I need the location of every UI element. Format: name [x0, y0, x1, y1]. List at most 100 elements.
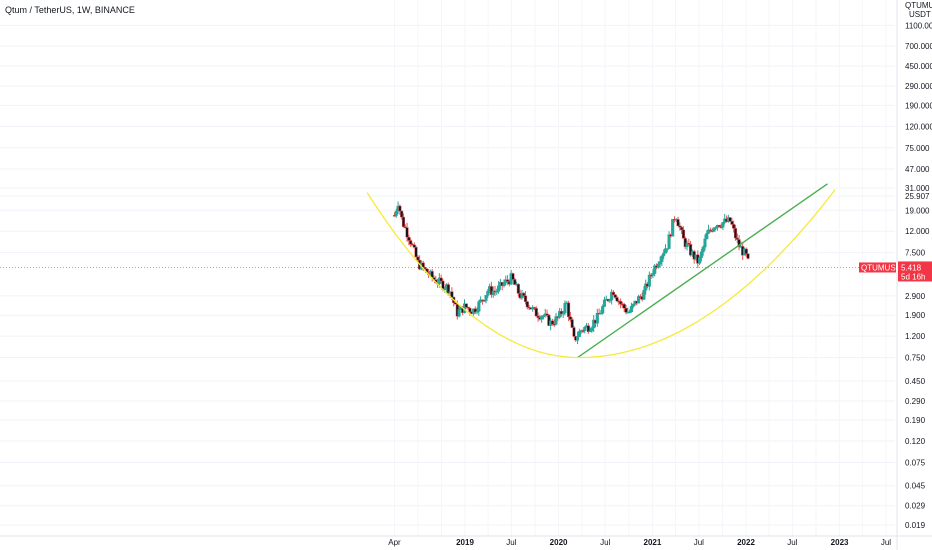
price-tick-label: 1.900: [905, 311, 926, 320]
price-tick-label: 0.290: [905, 397, 926, 406]
price-tick-label: 19.000: [905, 206, 930, 215]
candle-up: [583, 327, 587, 331]
candle-down: [680, 227, 684, 231]
candle-down: [613, 294, 617, 298]
candle-up: [595, 312, 599, 324]
candle-down: [624, 307, 628, 313]
candle-up: [631, 303, 635, 307]
candle-down: [506, 279, 510, 282]
candle-down: [525, 301, 529, 308]
candle-up: [699, 251, 703, 258]
candle-up: [484, 295, 488, 301]
time-tick-label: Jul: [787, 538, 797, 547]
time-tick-label: 2022: [737, 538, 755, 547]
axis-currency-symbol: QTUMUSDT: [905, 1, 932, 10]
price-tick-label: 120.000: [905, 122, 932, 131]
time-tick-label: Jul: [881, 538, 891, 547]
bar-countdown: 5d 16h: [901, 272, 925, 281]
candle-up: [703, 238, 707, 248]
candle-down: [619, 300, 623, 305]
price-tick-label: 700.000: [905, 42, 932, 51]
candle-down: [728, 217, 732, 222]
candle-down: [534, 308, 538, 317]
last-price-value: 5.418: [901, 263, 922, 272]
candle-up: [698, 257, 702, 264]
candle-down: [513, 279, 517, 285]
candle-up: [671, 218, 675, 237]
candle-down: [446, 284, 450, 294]
price-tick-label: 0.450: [905, 377, 926, 386]
candle-up: [610, 291, 614, 301]
price-tick-label: 290.000: [905, 82, 932, 91]
candle-down: [423, 267, 427, 270]
price-tick-label: 190.000: [905, 101, 932, 110]
price-axis[interactable]: 1100.000 700.000 450.000 290.000 190.000 120.…: [859, 0, 932, 550]
candle-up: [647, 274, 651, 287]
candle-down: [733, 228, 738, 239]
candle-up: [486, 290, 490, 296]
candle-up: [563, 302, 567, 314]
price-tick-label: 47.000: [905, 165, 930, 174]
candle-down: [398, 205, 402, 212]
candle-down: [412, 244, 416, 248]
candle-down: [730, 221, 734, 225]
candle-up: [705, 233, 709, 240]
price-tick-label: 75.000: [905, 144, 930, 153]
candle-up: [394, 210, 398, 216]
candle-down: [516, 283, 520, 294]
candle-up: [667, 234, 671, 249]
candle-down: [622, 304, 626, 309]
price-tick-label: 2.900: [905, 292, 926, 301]
candle-up: [601, 306, 605, 314]
candle-down: [400, 210, 404, 218]
candle-up: [653, 265, 657, 274]
time-tick-label: Jul: [600, 538, 610, 547]
candle-down: [568, 316, 572, 320]
symbol-badge: [859, 262, 896, 273]
candle-up: [637, 296, 641, 304]
price-tick-label: 0.750: [905, 354, 926, 363]
price-tick-label: 12.000: [905, 227, 930, 236]
time-tick-label: Jul: [506, 538, 516, 547]
price-tick-label: 7.500: [905, 249, 926, 258]
price-tick-label: 1100.000: [905, 21, 932, 30]
candle-down: [401, 216, 406, 228]
candle-up: [502, 282, 506, 286]
candle-down: [414, 247, 418, 258]
candle-up: [577, 331, 581, 337]
candle-down: [416, 256, 420, 261]
candle-up: [457, 309, 461, 317]
time-axis[interactable]: Apr 2019 Jul 2020 Jul 2021 Jul 2022 Jul 2023 Jul: [0, 535, 932, 547]
candle-down: [523, 295, 528, 302]
candle-down: [570, 319, 574, 328]
candle-down: [744, 248, 748, 255]
candle-up: [662, 252, 666, 257]
candle-down: [611, 291, 615, 296]
price-tick-label: 0.190: [905, 416, 926, 425]
price-tick-label: 1.200: [905, 332, 926, 341]
candle-down: [615, 297, 619, 302]
candle-down: [572, 327, 576, 337]
candle-down: [511, 273, 515, 280]
candle-down: [407, 236, 411, 241]
price-tick-label: 0.029: [905, 502, 926, 511]
candle-up: [658, 261, 662, 265]
arc-curve[interactable]: [366, 189, 836, 359]
last-price-badge: [898, 261, 932, 282]
time-tick-label: 2021: [644, 538, 662, 547]
candle-down: [468, 307, 472, 313]
candle-down: [464, 303, 468, 308]
candle-up: [477, 301, 481, 312]
grid: [0, 24, 895, 526]
candle-down: [409, 240, 413, 245]
candle-up: [701, 246, 705, 253]
candle-up: [497, 285, 501, 292]
symbol-header[interactable]: Qtum / TetherUS, 1W, BINANCE: [5, 5, 135, 15]
candle-down: [746, 253, 750, 259]
candle-up: [590, 327, 594, 331]
trendline[interactable]: [577, 183, 828, 359]
candle-down: [567, 302, 571, 318]
candle-up: [629, 306, 633, 312]
